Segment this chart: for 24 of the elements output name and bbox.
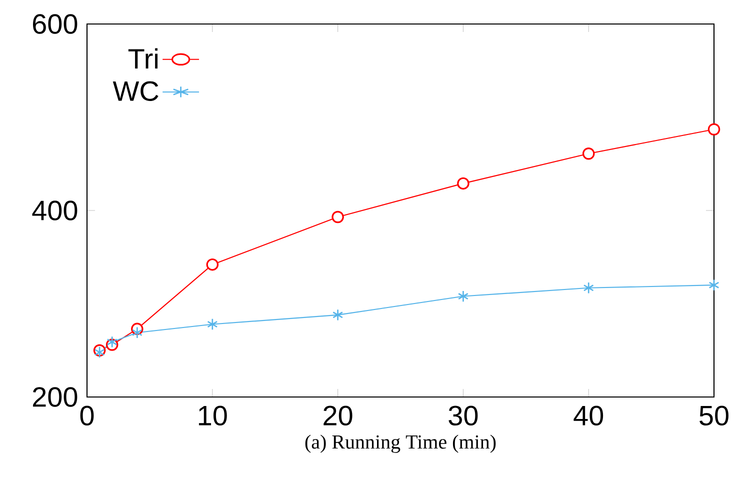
point <box>458 290 468 302</box>
x-tick-label: 40 <box>574 406 604 426</box>
legend-label: Tri <box>128 48 158 69</box>
point <box>582 147 595 160</box>
y-tick-label: 200 <box>32 387 78 407</box>
point <box>207 318 218 330</box>
x-tick-label: 50 <box>700 406 728 426</box>
point <box>206 258 219 271</box>
x-tick-label: 10 <box>198 406 227 426</box>
point <box>708 279 720 292</box>
point <box>332 308 344 321</box>
point <box>583 282 594 294</box>
point <box>106 336 118 348</box>
point <box>457 177 470 190</box>
x-tick-label: 20 <box>324 406 352 426</box>
legend-label: WC <box>112 81 158 102</box>
point <box>332 210 344 224</box>
y-tick-label: 600 <box>33 14 78 34</box>
x-tick-label: 30 <box>448 406 478 426</box>
point <box>132 326 142 339</box>
y-tick-label: 400 <box>32 200 78 220</box>
point <box>708 123 720 136</box>
x-tick-label: 0 <box>80 406 94 426</box>
x-axis-title: (a) Running Time (min) <box>305 434 496 453</box>
